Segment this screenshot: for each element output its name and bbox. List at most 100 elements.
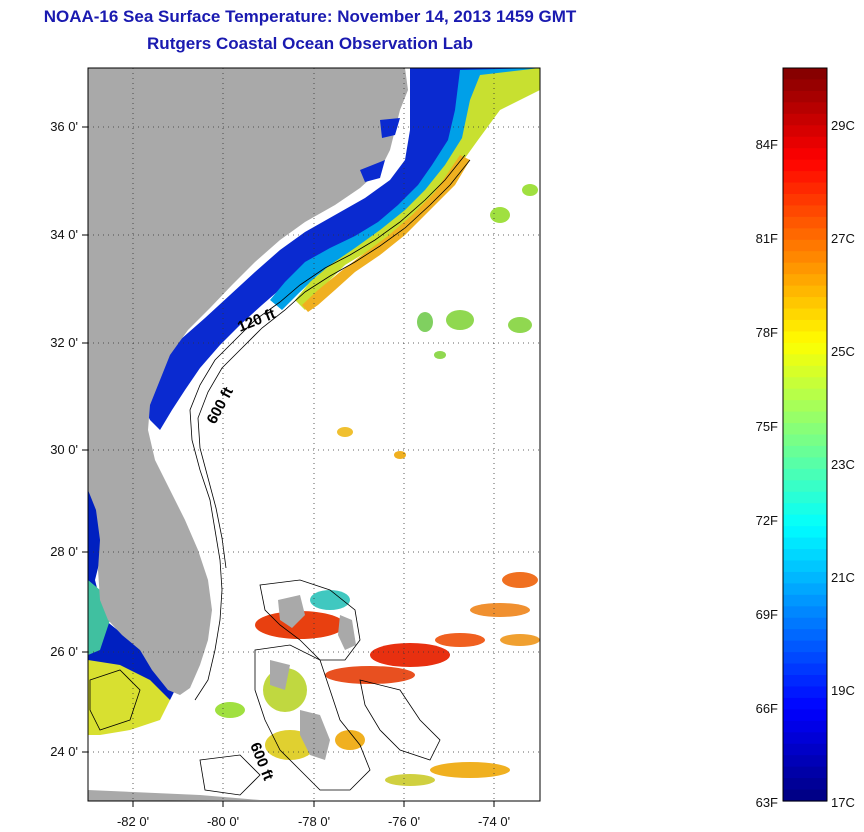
colorbar-band xyxy=(783,606,827,619)
colorbar-band xyxy=(783,445,827,458)
colorbar-band xyxy=(783,159,827,172)
colorbar-band xyxy=(783,136,827,149)
lon-tick-label: -82 0' xyxy=(117,814,149,829)
map-grid xyxy=(88,68,540,801)
lat-tick-label: 28 0' xyxy=(50,544,78,559)
lat-tick-label: 36 0' xyxy=(50,119,78,134)
colorbar-band xyxy=(783,755,827,768)
colorbar-band xyxy=(783,251,827,264)
colorbar-label-c: 21C xyxy=(831,570,855,585)
colorbar-band xyxy=(783,514,827,527)
colorbar-label-c: 25C xyxy=(831,344,855,359)
colorbar-band xyxy=(783,652,827,665)
colorbar-label-f: 81F xyxy=(756,231,778,246)
colorbar-band xyxy=(783,571,827,584)
lat-tick-label: 30 0' xyxy=(50,442,78,457)
colorbar-band xyxy=(783,411,827,424)
colorbar-band xyxy=(783,423,827,436)
lat-tick-label: 26 0' xyxy=(50,644,78,659)
colorbar-band xyxy=(783,193,827,207)
colorbar-band xyxy=(783,148,827,161)
sst-gulf-mid xyxy=(88,580,110,655)
colorbar-band xyxy=(783,663,827,676)
colorbar-band xyxy=(783,560,827,573)
colorbar-band xyxy=(783,68,827,81)
colorbar-band xyxy=(783,102,827,115)
colorbar-band xyxy=(783,377,827,390)
lon-tick-label: -78 0' xyxy=(298,814,330,829)
colorbar-label-c: 29C xyxy=(831,118,855,133)
lon-tick-label: -74 0' xyxy=(478,814,510,829)
colorbar-band xyxy=(783,778,827,791)
colorbar-band xyxy=(783,583,827,596)
sst-shelf-warm xyxy=(295,68,540,310)
colorbar-band xyxy=(783,491,827,504)
sst-offshore-patches xyxy=(215,184,540,786)
colorbar-label-f: 66F xyxy=(756,701,778,716)
colorbar-label-f: 72F xyxy=(756,513,778,528)
colorbar-band xyxy=(783,789,827,802)
colorbar-band xyxy=(783,743,827,756)
lat-tick-label: 24 0' xyxy=(50,744,78,759)
sst-gulf-stream-edge xyxy=(302,155,470,312)
bathymetry-contours xyxy=(89,154,471,796)
colorbar-band xyxy=(783,732,827,745)
colorbar-label-f: 69F xyxy=(756,607,778,622)
colorbar-band xyxy=(783,686,827,699)
colorbar-label-f: 78F xyxy=(756,325,778,340)
land-mainland xyxy=(88,68,408,695)
colorbar-band xyxy=(783,468,827,481)
map-title: NOAA-16 Sea Surface Temperature: Novembe… xyxy=(43,7,577,26)
colorbar: 84F 81F 78F 75F 72F 69F 66F 63F 29C 27C … xyxy=(756,67,855,810)
land-sounds xyxy=(360,118,400,182)
colorbar-band xyxy=(783,354,827,367)
lat-tick-label: 34 0' xyxy=(50,227,78,242)
colorbar-band xyxy=(783,480,827,493)
colorbar-band xyxy=(783,365,827,378)
colorbar-label-c: 27C xyxy=(831,231,855,246)
colorbar-band xyxy=(783,285,827,298)
colorbar-band xyxy=(783,171,827,184)
colorbar-band xyxy=(783,90,827,103)
colorbar-band xyxy=(783,342,827,355)
colorbar-band xyxy=(783,308,827,321)
colorbar-band xyxy=(783,388,827,401)
colorbar-band xyxy=(783,113,827,126)
colorbar-band xyxy=(783,503,827,516)
colorbar-band xyxy=(783,297,827,310)
colorbar-band xyxy=(783,262,827,275)
colorbar-band xyxy=(783,125,827,138)
colorbar-band xyxy=(783,319,827,333)
colorbar-label-f: 63F xyxy=(756,795,778,810)
colorbar-band xyxy=(783,434,827,447)
colorbar-band xyxy=(783,400,827,413)
colorbar-band xyxy=(783,640,827,653)
colorbar-band xyxy=(783,182,827,195)
colorbar-band xyxy=(783,274,827,287)
colorbar-label-c: 17C xyxy=(831,795,855,810)
lon-tick-label: -76 0' xyxy=(388,814,420,829)
colorbar-band xyxy=(783,228,827,241)
colorbar-band xyxy=(783,239,827,252)
colorbar-label-f: 75F xyxy=(756,419,778,434)
colorbar-band xyxy=(783,709,827,722)
map-subtitle: Rutgers Coastal Ocean Observation Lab xyxy=(147,34,473,53)
colorbar-label-f: 84F xyxy=(756,137,778,152)
lon-tick-label: -80 0' xyxy=(207,814,239,829)
lat-tick-label: 32 0' xyxy=(50,335,78,350)
map-ticks xyxy=(82,126,495,807)
colorbar-band xyxy=(783,675,827,688)
colorbar-band xyxy=(783,549,827,562)
sst-gulf-warm xyxy=(88,660,170,735)
colorbar-gradient xyxy=(783,68,827,802)
colorbar-label-c: 19C xyxy=(831,683,855,698)
colorbar-band xyxy=(783,766,827,779)
colorbar-band xyxy=(783,526,827,539)
colorbar-frame xyxy=(782,67,828,802)
colorbar-band xyxy=(783,629,827,642)
colorbar-label-c: 23C xyxy=(831,457,855,472)
colorbar-band xyxy=(783,617,827,630)
colorbar-band xyxy=(783,331,827,344)
colorbar-band xyxy=(783,594,827,607)
colorbar-band xyxy=(783,537,827,550)
